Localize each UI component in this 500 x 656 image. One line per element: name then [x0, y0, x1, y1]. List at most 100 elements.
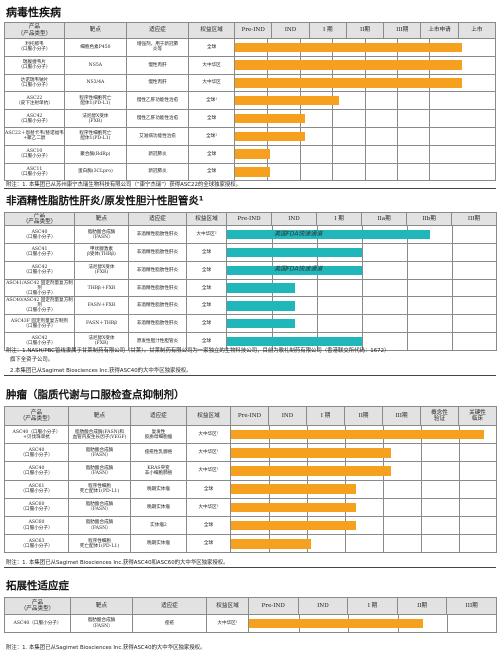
indication-cell: 新冠肺炎 — [125, 162, 190, 182]
progress-bar — [231, 447, 391, 458]
stage-gridline — [383, 517, 384, 534]
stage-gridline — [452, 244, 453, 261]
progress-cell — [234, 38, 496, 57]
region-cell: 大中华区¹ — [186, 424, 231, 445]
stage-gridline — [452, 315, 453, 332]
stage-gridline — [332, 164, 334, 180]
column-header: Pre-IND — [226, 211, 272, 227]
progress-cell — [234, 162, 496, 182]
product-cell: 利托那韦 （口服小分子） — [4, 38, 65, 57]
product-cell: ASC22＋恩替卡韦/替诺福韦 +聚乙二醇 — [4, 126, 65, 146]
stage-gridline — [407, 297, 408, 314]
column-header: 上市申请 — [420, 22, 459, 39]
divider — [4, 567, 496, 568]
stage-gridline — [447, 615, 449, 632]
product-cell: ASC41 （口服小分子） — [4, 243, 75, 262]
product-cell: ASC11 （口服小分子） — [4, 162, 65, 182]
pipeline-row: 瑞舰捷韦片 （口服小分子） NS5A 慢性丙肝 大中华区 — [4, 55, 496, 75]
column-header: 权益区域 — [186, 211, 227, 227]
column-header: 产品 （产品类型） — [4, 211, 75, 227]
stage-gridline — [362, 297, 363, 314]
stage-gridline — [452, 333, 453, 350]
stage-gridline — [397, 146, 399, 163]
progress-bar — [235, 78, 462, 88]
progress-cell — [234, 73, 496, 93]
stage-gridline — [317, 297, 318, 314]
progress-cell: 美国FDA快速通道 — [226, 225, 497, 245]
target-cell: 脂肪酸合成酶(FASN)和 血管内皮生长因子(VEGF) — [68, 424, 131, 445]
target-cell: 脂肪酸合成酶 （FASN） — [74, 225, 129, 245]
progress-cell — [234, 91, 496, 111]
column-header: 适应症 — [130, 406, 187, 426]
product-cell: ASC40/ASC42 固定剂量复方制剂 （口服小分子） — [4, 296, 75, 316]
column-header: 靶点 — [74, 211, 129, 227]
progress-bar — [231, 520, 357, 531]
progress-bar — [227, 229, 430, 240]
nash-footnote-1b: 旗下全资子公司。 — [10, 357, 54, 363]
pipeline-row: ASC60 （口服小分子） 脂肪酸合成酶 （FASN） 晚期实体瘤 大中华区¹ — [4, 497, 497, 517]
region-cell: 大中华区² — [186, 225, 227, 245]
stage-gridline — [364, 128, 366, 145]
region-cell: 大中华区¹ — [206, 614, 249, 633]
column-header: I 期 — [347, 597, 398, 615]
stage-gridline — [332, 146, 334, 163]
indication-cell: 新冠肺炎 — [125, 144, 190, 164]
region-cell: 全球 — [186, 243, 227, 262]
stage-gridline — [362, 333, 363, 350]
progress-cell — [230, 461, 497, 481]
progress-cell — [234, 109, 496, 128]
region-cell: 全球 — [186, 278, 227, 298]
stage-gridline — [332, 110, 334, 127]
stage-gridline — [459, 444, 460, 461]
pipeline-row: ASC22＋恩替卡韦/替诺福韦 +聚乙二醇 程序性细胞死亡 配体1(PD-L1) 艾… — [4, 126, 496, 146]
region-cell: 全球 — [188, 109, 236, 128]
progress-bar — [231, 466, 391, 476]
column-header: 靶点 — [68, 406, 131, 426]
pipeline-row: ASC61 （口服小分子） 程序性细胞 死亡配体1(PD-L1) 晚期实体瘤 全球 — [4, 479, 497, 499]
column-header: IND — [271, 211, 317, 227]
target-cell: 细胞色素P450 — [63, 38, 127, 57]
stage-gridline — [397, 92, 399, 109]
stage-gridline — [397, 128, 399, 145]
stage-gridline — [362, 244, 363, 261]
stage-gridline — [407, 262, 408, 279]
target-cell: THRβ＋FXR — [74, 278, 129, 298]
region-cell: 全球¹ — [188, 126, 236, 146]
progress-cell — [230, 534, 497, 554]
product-cell: 达诺瑞韦钠片 （口服小分子） — [4, 73, 65, 93]
pipeline-row: ASC11 （口服小分子） 蛋白酶(3CLpro) 新冠肺炎 全球 — [4, 162, 496, 182]
pipeline-row: ASC40 （口服小分子） 脂肪酸合成酶 （FASN） 痤疮性乳腺癌 大中华区¹ — [4, 443, 497, 463]
progress-bar — [227, 336, 362, 347]
product-cell: ASC40 （口服小分子） — [4, 461, 69, 481]
region-cell: 全球 — [186, 534, 231, 554]
stage-gridline — [421, 499, 422, 516]
stage-gridline — [317, 280, 318, 296]
target-cell: 聚合酶(RdRp) — [63, 144, 127, 164]
indication-cell: 晚期实体瘤 — [130, 479, 187, 499]
column-header: IND — [268, 406, 307, 426]
pipeline-row: ASC43F 固定剂量复方制剂 （口服小分子） FASN＋THRβ 非酒精性脂肪性肝… — [4, 314, 497, 334]
progress-cell — [226, 314, 497, 334]
progress-bar — [227, 247, 362, 258]
column-header: III期 — [382, 406, 421, 426]
viral-footnote: 附注：1. 本集团已从苏州康宁杰瑞生物科技有限公司（“康宁杰瑞”）获得ASC22… — [6, 182, 242, 188]
progress-bar — [227, 265, 362, 275]
column-header: 权益区域 — [186, 406, 231, 426]
progress-bar — [231, 538, 311, 549]
stage-gridline — [362, 280, 363, 296]
target-cell: 甲状腺激素 β受体(THRβ) — [74, 243, 129, 262]
column-header: III期 — [446, 597, 497, 615]
progress-cell — [230, 443, 497, 463]
stage-gridline — [429, 164, 431, 180]
expansion-footnote: 附注：1. 本集团已从Sagimet Biosciences Inc.获得ASC… — [6, 645, 206, 651]
product-cell: ASC42 （口服小分子） — [4, 109, 65, 128]
pipeline-row: ASC22 （皮下注射单抗） 程序性细胞死亡 配体1(PD-L1) 慢性乙肝功能性治… — [4, 91, 496, 111]
indication-cell: 艾滋病功能性治愈 — [125, 126, 190, 146]
stage-gridline — [397, 164, 399, 180]
column-header: III期 — [451, 211, 497, 227]
column-header: 权益区域 — [188, 22, 236, 39]
fast-track-label: 美国FDA快速通道 — [274, 265, 323, 273]
target-cell: 程序性细胞 死亡配体1(PD-L1) — [68, 479, 131, 499]
stage-gridline — [429, 128, 431, 145]
progress-cell — [226, 278, 497, 298]
